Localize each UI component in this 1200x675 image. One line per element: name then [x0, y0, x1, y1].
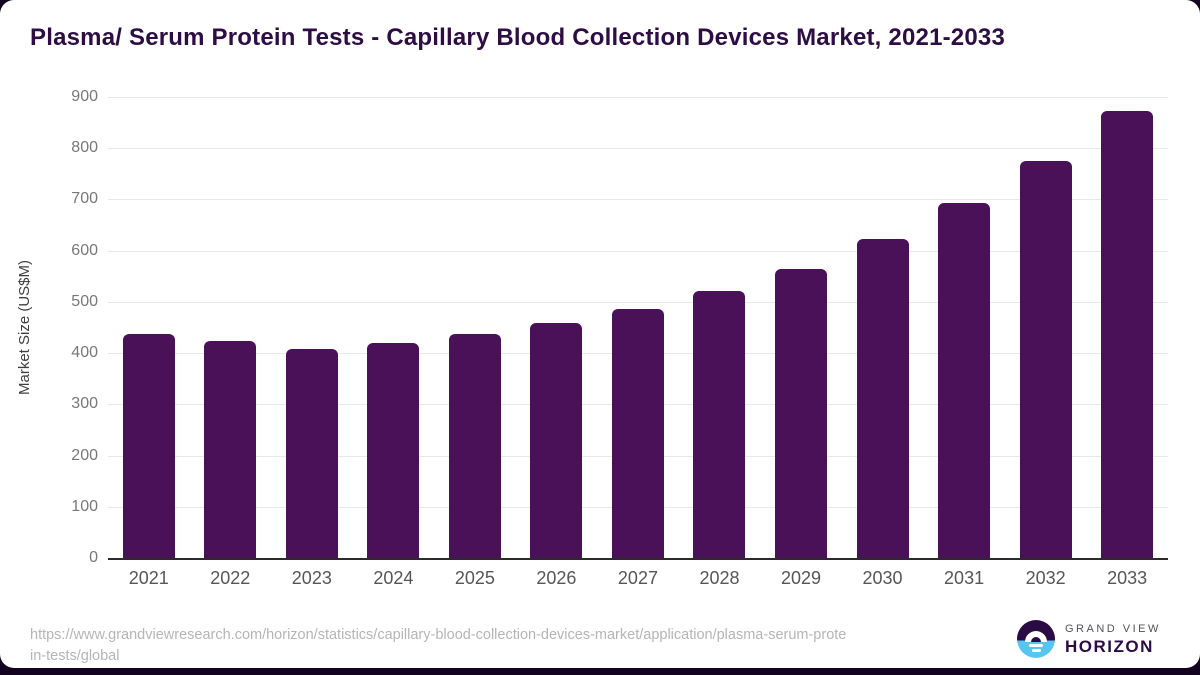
y-tick-300: 300	[71, 395, 98, 413]
x-tick-2027: 2027	[617, 568, 658, 588]
bar-slot-2026	[516, 97, 598, 558]
bar-2031	[938, 202, 991, 558]
bar-slot-2028	[679, 97, 761, 558]
x-tick-2021: 2021	[128, 568, 169, 588]
x-tick-2033: 2033	[1107, 568, 1148, 588]
x-axis-tick-labels: 2021 2022 2023 2024 2025 2026 2027 2028 2029 2030…	[108, 568, 1168, 589]
y-tick-200: 200	[71, 446, 98, 464]
x-tick-2029: 2029	[780, 568, 822, 588]
x-axis-line	[108, 558, 1168, 560]
bar-slot-2029	[760, 97, 842, 558]
bar-2022	[204, 340, 257, 558]
source-url-line2: in-tests/global	[30, 648, 120, 664]
gridline-900	[108, 97, 1168, 98]
logo-text-horizon: HORIZON	[1065, 637, 1154, 656]
y-axis-tick-labels: 900 800 700 600 500 400 300 200 100 0	[40, 88, 98, 566]
bar-series	[108, 97, 1168, 558]
bar-2021	[122, 333, 175, 558]
bar-2027	[611, 309, 664, 558]
logo-text: GRAND VIEW HORIZON	[1065, 623, 1161, 657]
logo-text-grand-view: GRAND VIEW	[1065, 623, 1161, 635]
x-tick-2022: 2022	[210, 568, 251, 588]
horizon-logo-icon	[1017, 620, 1055, 658]
x-tick-2030: 2030	[862, 568, 903, 588]
y-axis-title-label: Market Size (US$M)	[16, 259, 34, 396]
x-tick-2025: 2025	[454, 568, 495, 588]
bar-slot-2022	[190, 97, 272, 558]
bar-2026	[530, 322, 583, 558]
gridline-700	[108, 199, 1168, 201]
y-tick-800: 800	[71, 139, 98, 157]
bar-slot-2030	[842, 97, 924, 558]
plot-area	[108, 97, 1168, 558]
y-tick-600: 600	[71, 241, 98, 259]
bar-2023	[285, 349, 338, 558]
gridline-500	[108, 301, 1168, 303]
gridline-800	[108, 148, 1168, 150]
bar-slot-2033	[1086, 97, 1168, 558]
y-tick-400: 400	[71, 344, 98, 362]
x-tick-2031: 2031	[944, 568, 985, 588]
grand-view-horizon-logo: GRAND VIEW HORIZON	[1017, 620, 1177, 660]
bar-2033	[1101, 111, 1154, 558]
bar-slot-2023	[271, 97, 353, 558]
bar-slot-2032	[1005, 97, 1087, 558]
source-url: https://www.grandviewresearch.com/horizo…	[30, 625, 950, 667]
y-axis-title: Market Size (US$M)	[10, 97, 40, 558]
gridline-600	[108, 250, 1168, 252]
chart-title: Plasma/ Serum Protein Tests - Capillary …	[30, 24, 1005, 51]
x-tick-2028: 2028	[699, 568, 740, 588]
bar-2032	[1019, 160, 1072, 558]
bar-slot-2024	[353, 97, 435, 558]
y-tick-0: 0	[89, 549, 98, 566]
bar-2025	[448, 333, 501, 558]
y-tick-500: 500	[71, 292, 98, 310]
bar-slot-2031	[923, 97, 1005, 558]
y-tick-100: 100	[71, 497, 98, 515]
bar-slot-2025	[434, 97, 516, 558]
x-tick-2026: 2026	[536, 568, 577, 588]
bar-slot-2027	[597, 97, 679, 558]
x-tick-2023: 2023	[291, 568, 332, 588]
bar-2029	[775, 269, 828, 558]
bar-2028	[693, 291, 746, 558]
source-url-line1: https://www.grandviewresearch.com/horizo…	[30, 627, 847, 643]
y-tick-700: 700	[71, 190, 98, 208]
x-tick-2024: 2024	[373, 568, 414, 588]
y-tick-900: 900	[71, 88, 98, 105]
bar-slot-2021	[108, 97, 190, 558]
bar-2024	[367, 342, 420, 558]
bar-2030	[856, 238, 909, 558]
x-tick-2032: 2032	[1025, 568, 1066, 588]
